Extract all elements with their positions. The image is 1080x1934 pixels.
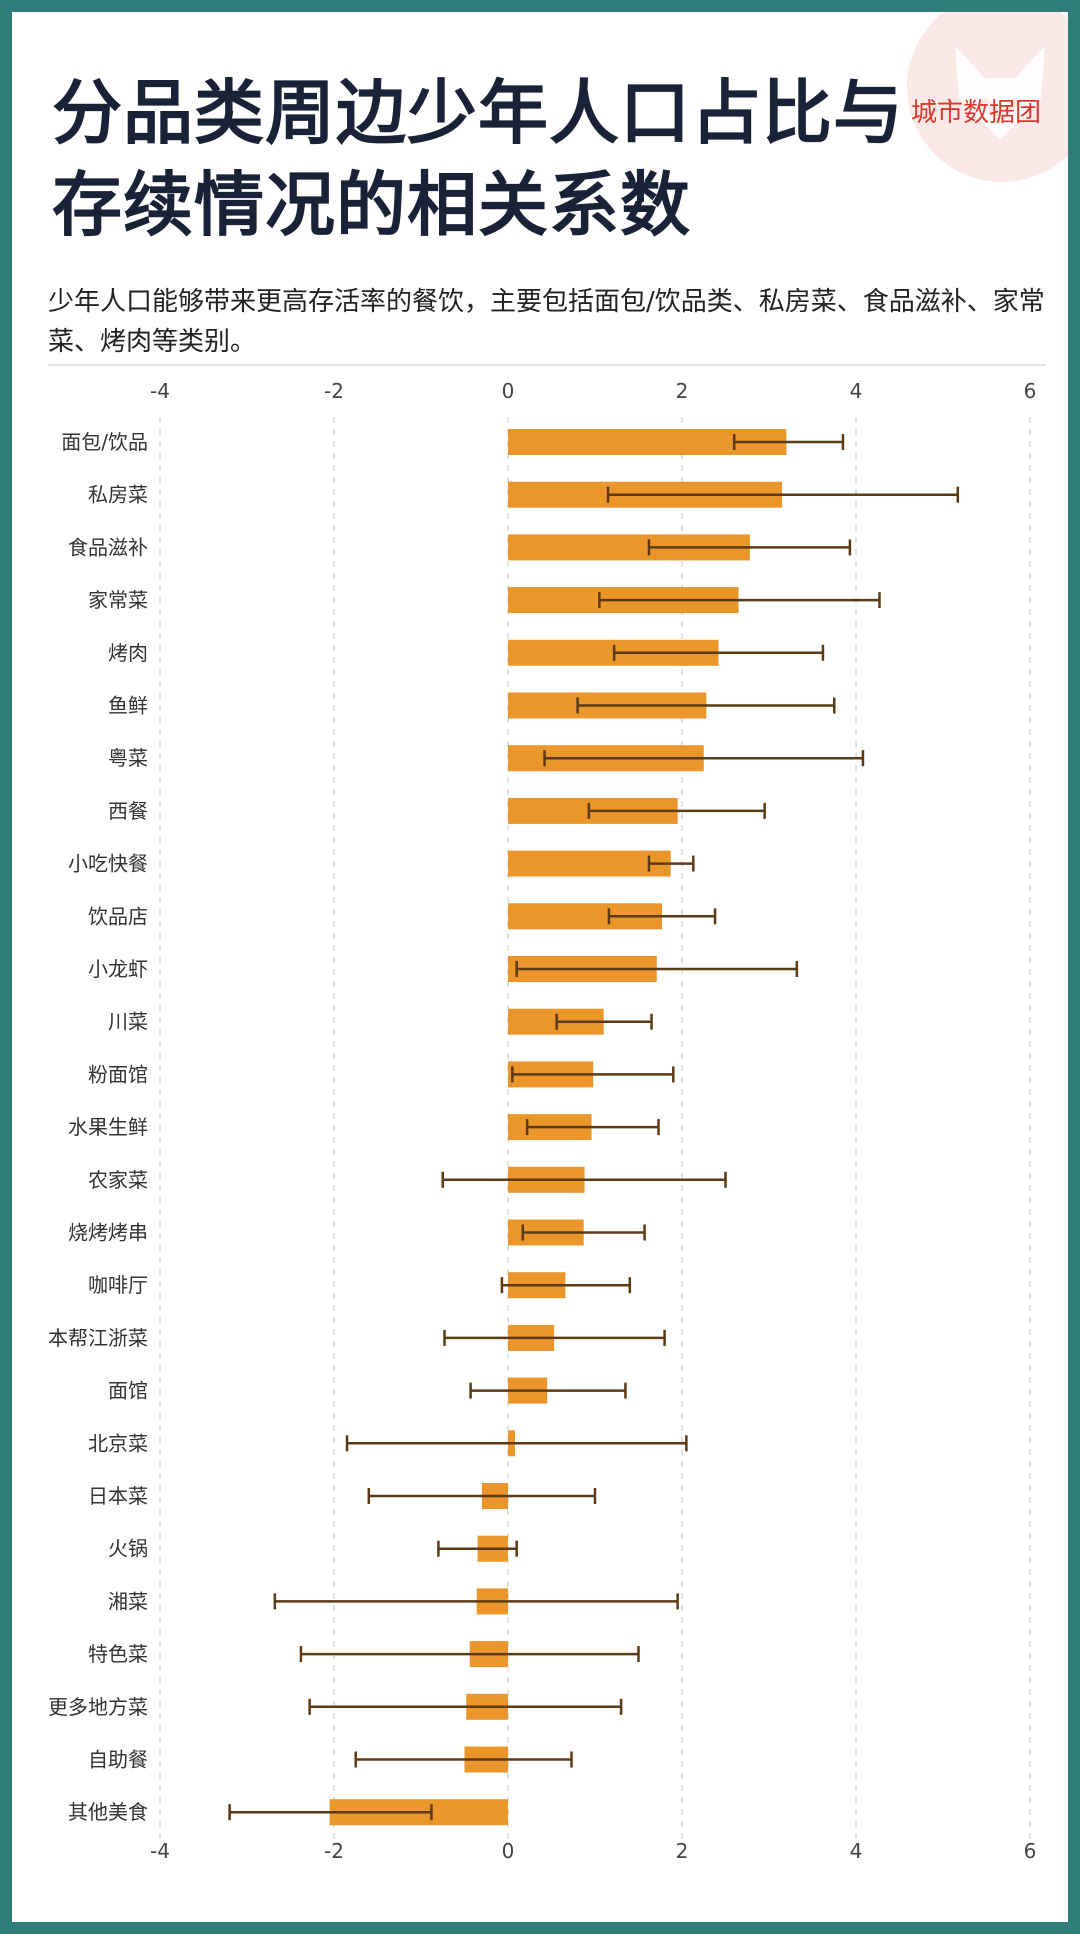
category-label: 水果生鲜 (68, 1115, 148, 1139)
x-tick-label-top: -2 (324, 379, 344, 403)
bar-chart: -4 -4 -2 -2 0 0 2 2 4 4 6 6 面包/饮品私房菜食品滋补家常菜烤肉鱼鲜粤菜西餐小… (48, 379, 1037, 1863)
category-label: 粤菜 (108, 746, 148, 770)
category-label: 日本菜 (88, 1484, 148, 1508)
category-label: 烧烤烤串 (68, 1221, 148, 1245)
x-tick-label-top: 2 (676, 379, 689, 403)
category-label: 咖啡厅 (88, 1273, 148, 1297)
x-tick-label-bottom: 0 (502, 1839, 515, 1863)
category-label: 小吃快餐 (68, 852, 148, 876)
subtitle: 少年人口能够带来更高存活率的餐饮，主要包括面包/饮品类、私房菜、食品滋补、家常菜… (48, 287, 1045, 357)
category-label: 小龙虾 (88, 957, 148, 981)
title-line-2: 存续情况的相关系数 (52, 164, 691, 246)
category-label: 家常菜 (88, 588, 148, 612)
x-tick-label-top: 6 (1024, 379, 1037, 403)
x-tick-label-top: 0 (502, 379, 515, 403)
page-title: 分品类周边少年人口占比与 存续情况的相关系数 (52, 67, 912, 251)
x-tick-label-top: -4 (150, 379, 170, 403)
x-tick-label-top: 4 (850, 379, 863, 403)
category-label: 粉面馆 (88, 1062, 148, 1086)
category-label: 火锅 (108, 1537, 148, 1561)
divider (48, 364, 1046, 366)
category-label: 更多地方菜 (48, 1695, 148, 1719)
category-label: 鱼鲜 (108, 694, 148, 718)
category-label: 私房菜 (88, 483, 148, 507)
x-tick-label-bottom: 6 (1024, 1839, 1037, 1863)
brand-logo (907, 12, 1068, 182)
category-label: 川菜 (108, 1010, 148, 1034)
category-label: 食品滋补 (68, 535, 148, 559)
category-label: 面包/饮品 (61, 430, 148, 454)
x-tick-label-bottom: -2 (324, 1839, 344, 1863)
category-label: 其他美食 (68, 1800, 148, 1824)
category-label: 农家菜 (88, 1168, 148, 1192)
bar (508, 850, 671, 877)
category-label: 北京菜 (88, 1431, 148, 1455)
brand-name: 城市数据团 (911, 98, 1042, 128)
category-label: 饮品店 (88, 904, 148, 928)
category-label: 自助餐 (88, 1748, 148, 1772)
category-label: 面馆 (108, 1379, 148, 1403)
x-tick-label-bottom: 2 (676, 1839, 689, 1863)
category-label: 特色菜 (88, 1642, 148, 1666)
category-label: 本帮江浙菜 (48, 1326, 148, 1350)
category-label: 西餐 (108, 799, 148, 823)
category-label: 湘菜 (108, 1589, 148, 1613)
fox-logo-icon (955, 46, 1045, 140)
chart-card: 城市数据团 分品类周边少年人口占比与 存续情况的相关系数 少年人口能够带来更高存… (12, 12, 1068, 1922)
x-tick-label-bottom: 4 (850, 1839, 863, 1863)
category-label: 烤肉 (108, 641, 148, 665)
title-line-1: 分品类周边少年人口占比与 (52, 72, 904, 154)
x-tick-label-bottom: -4 (150, 1839, 170, 1863)
